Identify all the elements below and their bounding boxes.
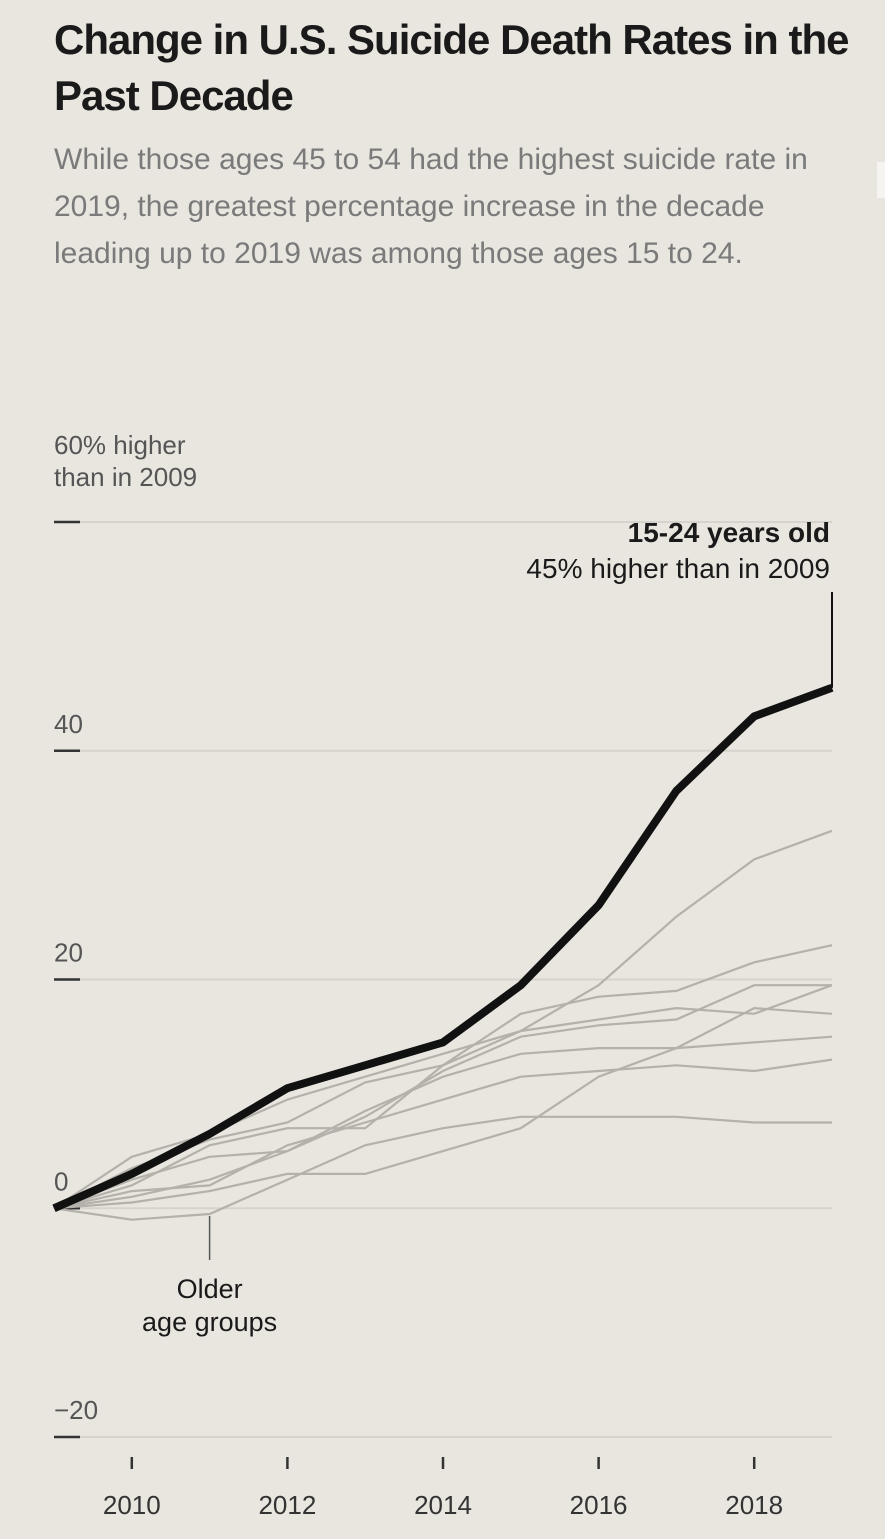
annotation-series-name: 15-24 years old — [628, 517, 830, 548]
series-line-older — [53, 984, 833, 1210]
y-tick-label: 60% higher — [54, 430, 186, 460]
series-line-older — [53, 1035, 833, 1210]
x-tick-label: 2010 — [103, 1490, 161, 1520]
scrollbar-thumb[interactable] — [877, 162, 885, 198]
annotation-series-value: 45% higher than in 2009 — [526, 553, 830, 584]
series-line-older — [53, 1115, 832, 1221]
y-tick-label: than in 2009 — [54, 462, 197, 492]
x-tick-label: 2012 — [258, 1490, 316, 1520]
series-line-15-24 — [52, 684, 834, 1212]
y-tick-label: 20 — [54, 938, 83, 968]
series-line-older — [53, 829, 833, 1210]
y-tick-label: −20 — [54, 1395, 98, 1425]
annotation-older-label: age groups — [142, 1307, 277, 1337]
y-tick-label: 40 — [54, 709, 83, 739]
x-tick-label: 2018 — [725, 1490, 783, 1520]
x-tick-label: 2014 — [414, 1490, 472, 1520]
series-line-older — [53, 1006, 833, 1210]
chart-subtitle: While those ages 45 to 54 had the highes… — [54, 143, 808, 270]
series-line-older — [53, 984, 832, 1210]
chart-title: Change in U.S. Suicide Death Rates in th… — [54, 16, 850, 119]
y-tick-label: 0 — [54, 1166, 68, 1196]
x-tick-label: 2016 — [570, 1490, 628, 1520]
series-line-older — [53, 1058, 833, 1210]
annotation-older-label: Older — [177, 1274, 243, 1304]
